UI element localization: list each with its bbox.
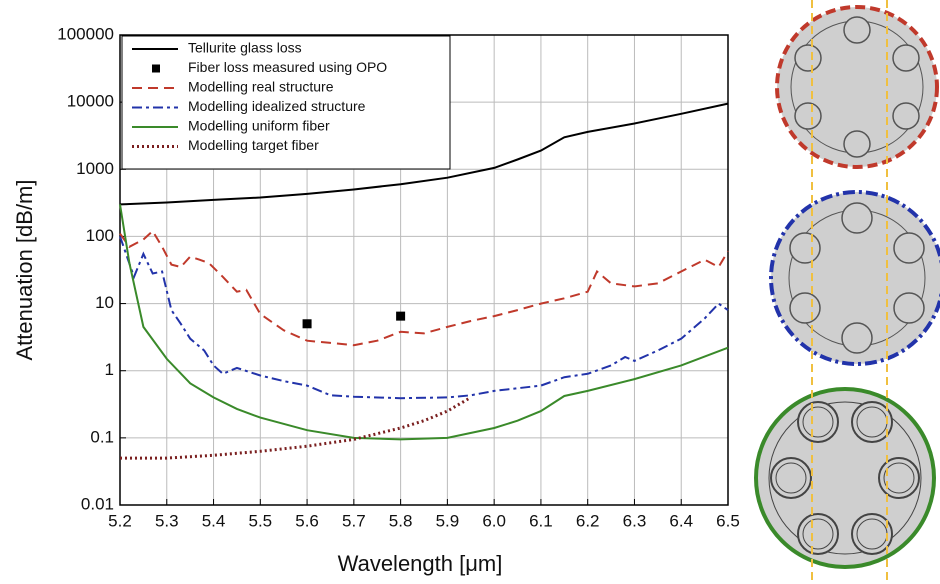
x-tick-label: 5.5 bbox=[248, 511, 272, 530]
plot: 5.2 5.3 5.4 5.5 5.6 5.7 5.8 5.9 6.0 6.1 6.2 6.3 6.4 6… bbox=[57, 24, 740, 530]
x-tick-label: 5.9 bbox=[436, 511, 460, 530]
x-tick-label: 6.0 bbox=[482, 511, 506, 530]
legend-box bbox=[121, 35, 451, 170]
legend-marker bbox=[152, 64, 160, 73]
legend-label: Modelling uniform fiber bbox=[188, 118, 330, 134]
legend-label: Modelling real structure bbox=[188, 79, 334, 95]
x-tick-label: 5.7 bbox=[342, 511, 366, 530]
y-tick-label: 1 bbox=[105, 360, 114, 379]
x-tick-label: 5.4 bbox=[202, 511, 226, 530]
fiber-uniform bbox=[754, 387, 936, 569]
y-tick-label: 0.01 bbox=[81, 494, 114, 513]
y-tick-label: 10 bbox=[95, 293, 114, 312]
fiber-diagrams bbox=[754, 0, 940, 584]
y-tick-label: 100000 bbox=[57, 24, 114, 43]
y-tick-label: 1000 bbox=[76, 159, 114, 178]
fiber-idealized bbox=[769, 190, 940, 366]
fiber-real bbox=[775, 5, 939, 169]
x-tick-label: 6.1 bbox=[529, 511, 553, 530]
legend-label: Modelling idealized structure bbox=[188, 98, 366, 114]
series-line bbox=[119, 229, 729, 347]
series-line bbox=[120, 396, 472, 460]
x-tick-label: 6.2 bbox=[576, 511, 600, 530]
legend-label: Modelling target fiber bbox=[188, 137, 319, 153]
series-line bbox=[119, 236, 729, 400]
y-tick-label: 0.1 bbox=[90, 427, 114, 446]
x-axis-label: Wavelength [μm] bbox=[338, 551, 503, 576]
legend-label: Tellurite glass loss bbox=[188, 40, 302, 56]
x-tick-label: 6.3 bbox=[623, 511, 647, 530]
y-tick-label: 100 bbox=[86, 226, 114, 245]
x-tick-label: 5.3 bbox=[155, 511, 179, 530]
x-tick-label: 5.8 bbox=[389, 511, 413, 530]
y-axis-label: Attenuation [dB/m] bbox=[12, 180, 37, 361]
x-tick-label: 5.2 bbox=[108, 511, 132, 530]
data-point bbox=[302, 319, 312, 329]
y-tick-label: 10000 bbox=[67, 92, 114, 111]
series-line bbox=[119, 204, 729, 441]
legend: Tellurite glass loss Fiber loss measured … bbox=[121, 35, 451, 170]
data-point bbox=[396, 311, 406, 321]
x-tick-label: 5.6 bbox=[295, 511, 319, 530]
plot-frame bbox=[119, 34, 729, 506]
x-tick-label: 6.5 bbox=[716, 511, 740, 530]
x-tick-label: 6.4 bbox=[669, 511, 693, 530]
legend-label: Fiber loss measured using OPO bbox=[188, 59, 387, 75]
series-line bbox=[119, 102, 729, 206]
